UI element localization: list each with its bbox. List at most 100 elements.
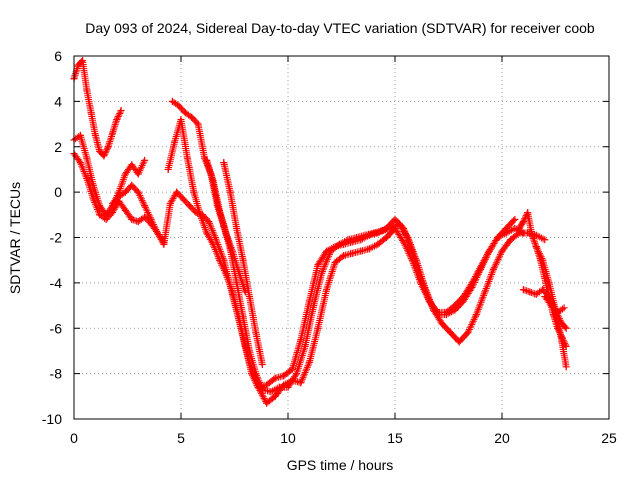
data-point <box>280 372 288 380</box>
data-point <box>331 243 339 251</box>
y-tick-label: -8 <box>50 366 63 382</box>
data-point <box>562 342 570 350</box>
data-point <box>128 161 136 169</box>
data-point <box>235 268 243 276</box>
series-track-3 <box>70 150 168 246</box>
series-track-7 <box>203 156 249 296</box>
x-tick-label: 10 <box>280 430 296 446</box>
data-point <box>348 249 356 257</box>
data-point <box>297 379 305 387</box>
chart-title: Day 093 of 2024, Sidereal Day-to-day VTE… <box>85 20 595 36</box>
data-point <box>558 338 566 346</box>
data-point <box>222 229 230 237</box>
data-point <box>382 234 390 241</box>
data-point <box>96 211 104 219</box>
data-point <box>408 247 416 255</box>
data-point <box>100 152 108 160</box>
data-point <box>442 311 450 319</box>
data-point <box>365 231 373 239</box>
data-point <box>374 229 382 237</box>
data-point <box>239 256 247 264</box>
data-point <box>209 177 217 185</box>
data-point <box>539 286 547 294</box>
data-point <box>241 342 249 350</box>
data-point <box>297 336 305 344</box>
data-point <box>477 265 485 273</box>
data-point <box>464 329 472 337</box>
data-point <box>305 297 313 305</box>
data-point <box>284 383 292 391</box>
data-point <box>216 256 224 264</box>
data-point <box>489 265 497 273</box>
data-point <box>228 247 236 255</box>
data-point <box>524 209 532 217</box>
data-point <box>560 304 568 312</box>
data-point <box>417 274 425 282</box>
data-point <box>76 159 84 167</box>
data-point <box>314 261 322 269</box>
data-point <box>194 120 202 128</box>
data-point <box>211 234 219 241</box>
data-point <box>173 188 181 196</box>
data-series <box>70 57 570 407</box>
data-point <box>507 236 515 244</box>
data-point <box>400 224 408 232</box>
data-point <box>271 392 279 400</box>
y-tick-label: -2 <box>50 230 63 246</box>
data-point <box>91 131 99 139</box>
x-tick-label: 5 <box>177 430 185 446</box>
data-point <box>76 131 84 139</box>
data-point <box>455 338 463 346</box>
data-point <box>171 138 179 146</box>
data-point <box>226 188 234 196</box>
data-point <box>468 283 476 291</box>
data-point <box>121 188 129 196</box>
data-point <box>254 383 262 391</box>
data-point <box>115 193 123 201</box>
data-point <box>438 320 446 328</box>
data-point <box>233 224 241 232</box>
data-point <box>181 109 189 117</box>
data-point <box>203 229 211 237</box>
y-tick-label: 4 <box>54 93 62 109</box>
data-point <box>459 297 467 305</box>
data-point <box>121 206 129 214</box>
data-point <box>562 363 570 371</box>
data-point <box>301 342 309 350</box>
data-point <box>248 370 256 378</box>
data-point <box>205 218 213 226</box>
data-point <box>147 215 155 223</box>
data-point <box>323 286 331 294</box>
data-point <box>102 215 110 223</box>
data-point <box>134 170 142 178</box>
data-point <box>263 381 271 389</box>
data-point <box>121 170 129 178</box>
data-point <box>472 311 480 319</box>
data-point <box>541 292 549 300</box>
x-tick-label: 15 <box>387 430 403 446</box>
data-point <box>340 240 348 248</box>
data-point <box>365 245 373 253</box>
data-point <box>186 202 194 210</box>
data-point <box>168 97 176 105</box>
data-point <box>340 252 348 260</box>
data-point <box>235 313 243 321</box>
data-point <box>134 218 142 226</box>
data-point <box>515 224 523 232</box>
x-tick-label: 20 <box>494 430 510 446</box>
data-point <box>271 374 279 382</box>
data-point <box>547 302 555 310</box>
data-point <box>134 188 142 196</box>
y-tick-label: 6 <box>54 48 62 64</box>
data-point <box>196 211 204 219</box>
data-point <box>541 236 549 244</box>
series-track-8 <box>220 159 266 369</box>
data-point <box>177 116 185 124</box>
data-point <box>451 306 459 314</box>
data-point <box>502 224 510 232</box>
data-point <box>117 106 125 114</box>
data-point <box>166 199 174 207</box>
data-point <box>288 365 296 373</box>
data-point <box>179 195 187 203</box>
data-point <box>203 156 211 164</box>
